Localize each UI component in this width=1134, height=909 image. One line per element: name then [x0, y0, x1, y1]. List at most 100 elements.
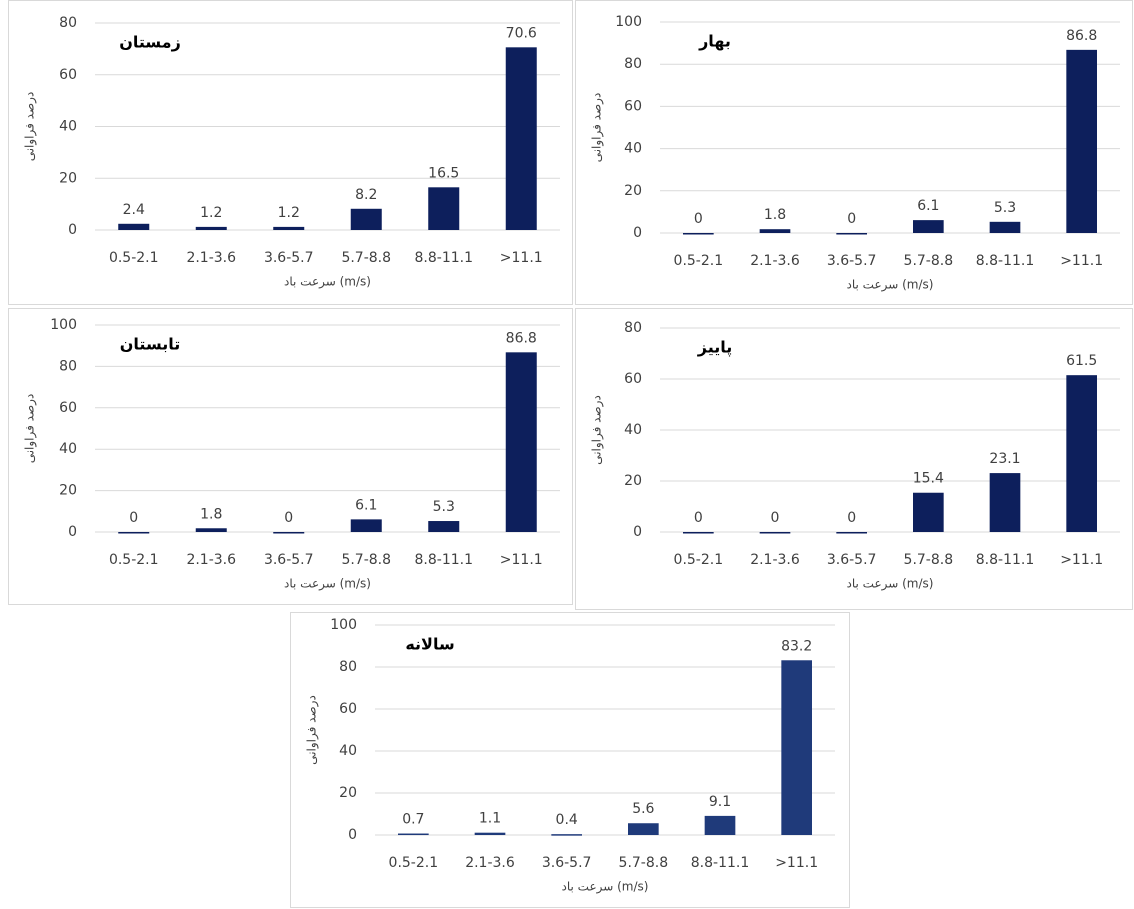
data-label: 8.2	[355, 187, 377, 203]
x-tick-label: 2.1-3.6	[465, 855, 515, 871]
data-label: 5.3	[433, 499, 455, 515]
y-tick-label: 60	[59, 67, 77, 83]
x-tick-label: 3.6-5.7	[542, 855, 592, 871]
x-tick-label: 8.8-11.1	[415, 552, 474, 568]
y-tick-label: 20	[624, 183, 642, 199]
data-label: 6.1	[355, 497, 377, 513]
bar	[273, 226, 305, 230]
x-axis-label: سرعت باد (m/s)	[284, 577, 371, 592]
y-tick-label: 0	[68, 524, 77, 540]
y-tick-label: 80	[59, 15, 77, 31]
y-tick-label: 100	[330, 617, 357, 633]
y-tick-label: 80	[59, 358, 77, 374]
x-tick-label: 5.7-8.8	[341, 250, 391, 266]
data-label: 0	[847, 211, 856, 227]
bar	[118, 223, 150, 230]
y-tick-label: 0	[633, 225, 642, 241]
y-tick-label: 20	[59, 483, 77, 499]
bar	[759, 229, 791, 233]
y-tick-label: 100	[615, 14, 642, 30]
y-axis-label: درصد فراوانی	[590, 93, 605, 163]
x-tick-label: 3.6-5.7	[264, 552, 314, 568]
bar	[759, 532, 791, 534]
data-label: 83.2	[781, 638, 812, 654]
x-tick-label: 0.5-2.1	[674, 253, 724, 269]
y-tick-label: 0	[633, 524, 642, 540]
bar	[505, 47, 537, 231]
y-tick-label: 40	[624, 141, 642, 157]
x-tick-label: 8.8-11.1	[415, 250, 474, 266]
bar	[836, 233, 867, 235]
x-tick-label: >11.1	[500, 552, 543, 568]
bar	[628, 823, 659, 835]
x-tick-label: 3.6-5.7	[827, 552, 877, 568]
bar	[350, 519, 382, 532]
y-axis-label: درصد فراوانی	[23, 92, 38, 162]
x-tick-label: >11.1	[775, 855, 818, 871]
data-label: 6.1	[917, 198, 939, 214]
bar	[989, 473, 1021, 532]
bar	[1066, 49, 1097, 233]
y-tick-label: 20	[59, 170, 77, 186]
y-axis-label: درصد فراوانی	[305, 695, 320, 765]
panel-border	[8, 308, 573, 605]
y-tick-label: 40	[339, 743, 357, 759]
y-tick-label: 80	[624, 56, 642, 72]
bar	[989, 221, 1021, 233]
x-axis-label: سرعت باد (m/s)	[562, 880, 649, 895]
bar	[474, 832, 506, 835]
y-axis-label: درصد فراوانی	[590, 395, 605, 465]
bar	[195, 528, 227, 532]
bar	[118, 532, 150, 534]
chart-panel: 0 20 40 60 80 زمستان درصد فراوانی سرعت باد (m/s…	[8, 0, 573, 305]
y-tick-label: 0	[348, 827, 357, 843]
data-label: 1.8	[200, 506, 222, 522]
x-tick-label: 0.5-2.1	[674, 552, 724, 568]
y-axis-label: درصد فراوانی	[23, 394, 38, 464]
chart-title: سالانه	[405, 635, 454, 654]
bar	[195, 226, 227, 230]
chart-panel: 0 20 40 60 80 پاییز درصد فراوانی سرعت باد (m/s)…	[575, 308, 1133, 610]
chart-title: بهار	[698, 32, 731, 51]
data-label: 0	[847, 510, 856, 526]
y-tick-label: 60	[624, 98, 642, 114]
x-tick-label: 0.5-2.1	[109, 552, 159, 568]
data-label: 0	[694, 510, 703, 526]
data-label: 0.7	[402, 812, 424, 828]
x-tick-label: 2.1-3.6	[186, 250, 236, 266]
x-tick-label: 5.7-8.8	[904, 253, 954, 269]
x-tick-label: 5.7-8.8	[619, 855, 669, 871]
x-axis-label: سرعت باد (m/s)	[847, 278, 934, 293]
data-label: 86.8	[506, 330, 537, 346]
y-tick-label: 0	[68, 222, 77, 238]
x-tick-label: >11.1	[1060, 253, 1103, 269]
bar	[398, 833, 429, 836]
data-label: 9.1	[709, 794, 731, 810]
y-tick-label: 40	[624, 422, 642, 438]
bar	[683, 532, 714, 534]
data-label: 86.8	[1066, 28, 1097, 44]
bar	[913, 492, 944, 532]
panel-border	[8, 0, 573, 305]
x-axis-label: سرعت باد (m/s)	[284, 275, 371, 290]
y-tick-label: 60	[624, 371, 642, 387]
y-tick-label: 40	[59, 441, 77, 457]
y-tick-label: 80	[624, 320, 642, 336]
bar	[428, 521, 460, 532]
x-tick-label: 3.6-5.7	[264, 250, 314, 266]
chart-title: زمستان	[119, 33, 181, 52]
x-tick-label: 2.1-3.6	[750, 253, 800, 269]
panel-border	[290, 612, 850, 908]
data-label: 16.5	[428, 165, 459, 181]
data-label: 1.2	[200, 205, 222, 221]
x-tick-label: 0.5-2.1	[389, 855, 439, 871]
x-tick-label: 2.1-3.6	[750, 552, 800, 568]
data-label: 15.4	[913, 471, 944, 487]
x-tick-label: 5.7-8.8	[904, 552, 954, 568]
bar	[913, 220, 944, 233]
chart-title: پاییز	[697, 338, 733, 358]
x-tick-label: 0.5-2.1	[109, 250, 159, 266]
y-tick-label: 60	[59, 400, 77, 416]
